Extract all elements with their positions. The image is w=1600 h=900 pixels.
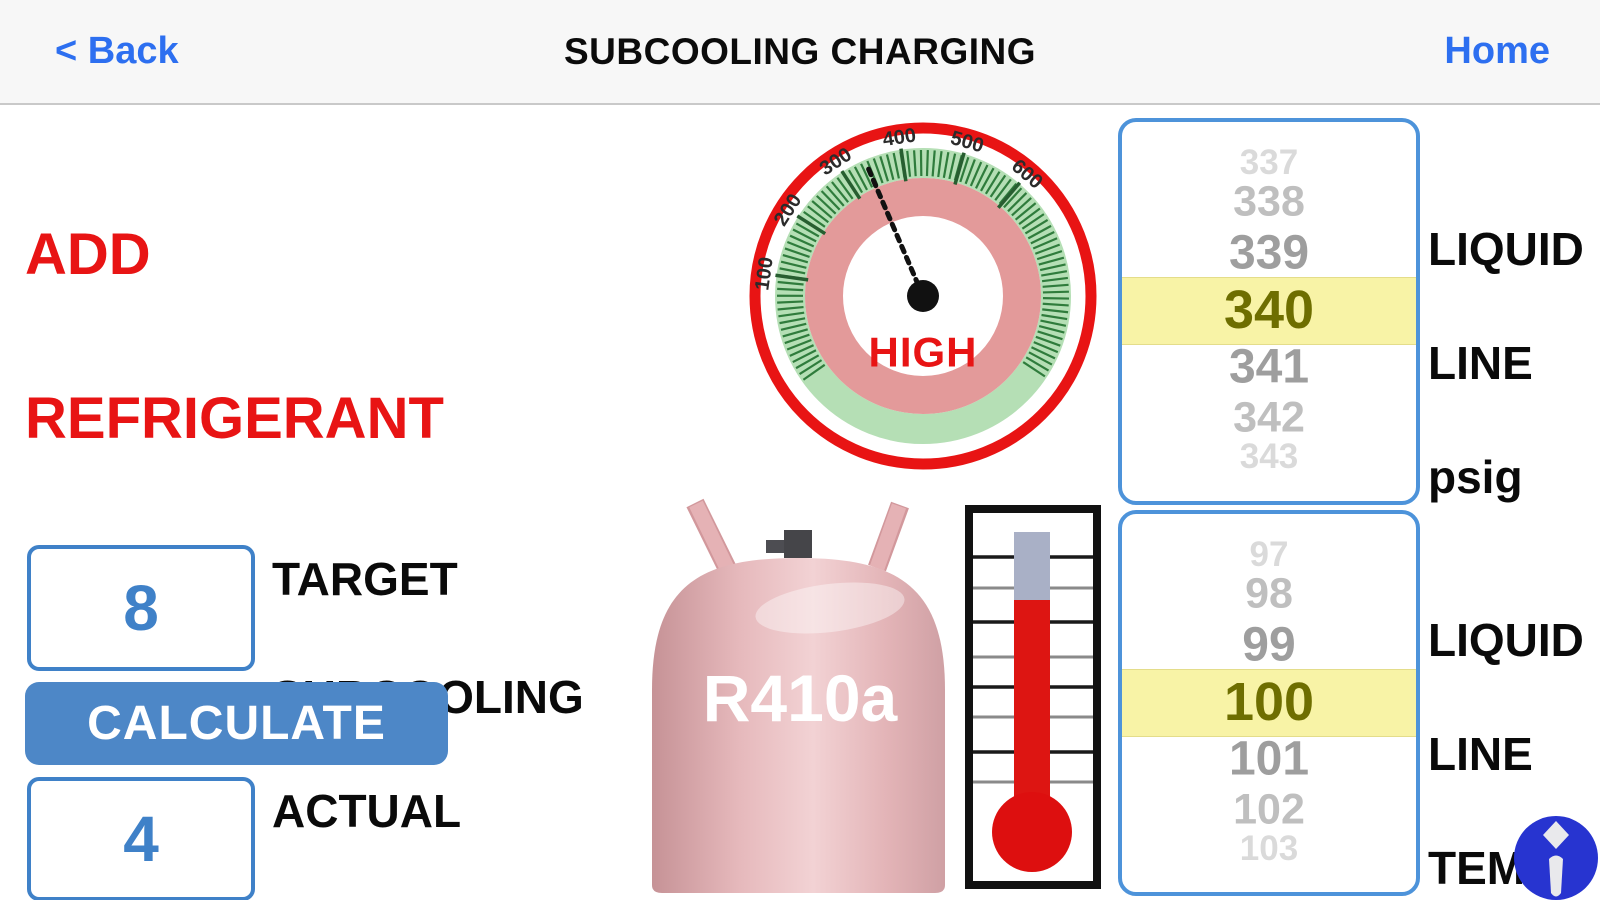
recommendation-line2: REFRIGERANT <box>25 386 444 451</box>
picker-item[interactable]: 101 <box>1228 732 1310 786</box>
gauge-dial-label: HIGH <box>869 329 978 376</box>
thermometer <box>965 505 1101 889</box>
recommendation-text: ADD REFRIGERANT <box>25 214 444 460</box>
picker-item[interactable]: 341 <box>1228 340 1310 394</box>
tank-label: R410a <box>703 661 899 735</box>
picker-item[interactable]: 97 <box>1249 535 1289 574</box>
gauge-scale-label: 100 <box>751 256 777 292</box>
picker-item[interactable]: 337 <box>1239 143 1299 182</box>
info-icon-dot <box>1543 821 1569 849</box>
gauge-needle <box>864 162 926 299</box>
home-button[interactable]: Home <box>1444 30 1550 72</box>
picker-item[interactable]: 98 <box>1245 569 1293 618</box>
temp-unit-line1: LIQUID <box>1428 614 1584 666</box>
recommendation-line1: ADD <box>25 222 151 287</box>
pressure-unit-line2: LINE <box>1428 337 1533 389</box>
picker-item[interactable]: 103 <box>1239 829 1299 868</box>
refrigerant-tank: R410a <box>652 498 945 893</box>
tank-handle-left <box>689 500 734 572</box>
tank-body <box>652 558 945 893</box>
picker-highlight <box>1122 669 1416 737</box>
thermometer-bulb <box>992 792 1072 872</box>
pressure-picker[interactable]: 337 338 339 340 341 342 343 <box>1118 118 1420 505</box>
pressure-picker-label: LIQUID LINE psig <box>1428 221 1584 506</box>
tank-valve <box>784 530 812 558</box>
gauge-scale <box>775 148 1069 381</box>
target-label-line1: TARGET <box>272 553 458 605</box>
info-button[interactable] <box>1512 813 1600 900</box>
gauge-outer-ring <box>749 122 1097 470</box>
picker-item[interactable]: 338 <box>1233 177 1305 226</box>
info-icon-stem <box>1549 855 1563 897</box>
tank-highlight <box>755 582 905 634</box>
actual-subcooling-input[interactable]: 4 <box>27 777 255 900</box>
tank-handle-right <box>869 503 907 571</box>
gauge-needle-hub <box>907 280 939 312</box>
picker-item[interactable]: 340 <box>1223 280 1315 340</box>
target-subcooling-input[interactable]: 8 <box>27 545 255 671</box>
picker-item[interactable]: 342 <box>1233 393 1305 442</box>
gauge-scale-label: 400 <box>881 124 917 151</box>
picker-highlight <box>1122 277 1416 345</box>
pressure-unit-line1: LIQUID <box>1428 223 1584 275</box>
navbar: < Back SUBCOOLING CHARGING Home <box>0 0 1600 105</box>
temp-unit-line2: LINE <box>1428 728 1533 780</box>
page-title: SUBCOOLING CHARGING <box>564 30 1036 72</box>
calculate-button[interactable]: CALCULATE <box>25 682 448 765</box>
gauge-pink-ring <box>805 178 1041 414</box>
picker-item[interactable]: 339 <box>1228 226 1310 280</box>
actual-label-line1: ACTUAL <box>272 785 462 837</box>
picker-item[interactable]: 100 <box>1223 672 1315 732</box>
back-button[interactable]: < Back <box>55 30 179 72</box>
thermometer-column-gray <box>1014 532 1050 602</box>
picker-item[interactable]: 343 <box>1239 437 1299 476</box>
picker-item[interactable]: 102 <box>1233 785 1305 834</box>
picker-item[interactable]: 99 <box>1242 618 1296 672</box>
temperature-picker[interactable]: 97 98 99 100 101 102 103 <box>1118 510 1420 896</box>
actual-subcooling-label: ACTUAL SUBCOOLING <box>272 782 584 900</box>
pressure-unit-line3: psig <box>1428 451 1523 503</box>
